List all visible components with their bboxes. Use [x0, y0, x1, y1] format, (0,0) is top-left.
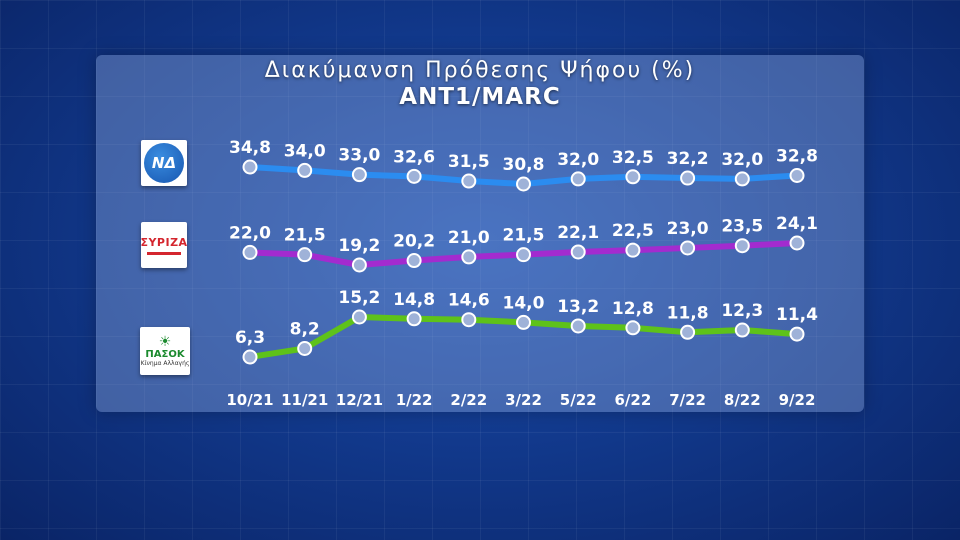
nd-point: [461, 173, 477, 189]
nd-point: [516, 176, 531, 192]
pasok-value-label: 11,8: [667, 303, 709, 323]
nd-point: [625, 169, 641, 185]
nd-value-label: 32,0: [721, 150, 763, 170]
syriza-value-label: 20,2: [393, 232, 435, 252]
syriza-value-label: 22,0: [229, 223, 271, 243]
syriza-point: [242, 244, 258, 260]
nd-value-label: 32,0: [557, 150, 599, 170]
nd-point: [570, 171, 586, 187]
x-tick-label: 8/22: [724, 391, 761, 409]
syriza-logo-bar: [147, 251, 181, 255]
syriza-value-label: 21,5: [284, 226, 326, 246]
x-tick-label: 5/22: [560, 391, 597, 409]
pasok-value-label: 12,3: [721, 301, 763, 321]
nd-point: [351, 167, 367, 183]
pasok-value-label: 14,8: [393, 290, 435, 310]
syriza-point: [351, 257, 367, 273]
nd-value-label: 33,0: [338, 146, 380, 166]
nd-value-label: 30,8: [503, 155, 545, 175]
nd-value-label: 32,2: [667, 149, 709, 169]
nd-value-label: 34,0: [284, 141, 326, 161]
pasok-point: [242, 349, 258, 365]
pasok-sun-icon: ☀: [158, 333, 172, 350]
syriza-point: [461, 249, 477, 265]
syriza-value-label: 23,0: [667, 219, 709, 239]
pasok-value-label: 12,8: [612, 299, 654, 319]
pasok-value-label: 6,3: [235, 328, 265, 348]
syriza-point: [789, 235, 805, 251]
pasok-logo-text: ΠΑΣΟΚ: [145, 348, 185, 360]
pasok-value-label: 11,4: [776, 305, 818, 325]
x-tick-label: 6/22: [615, 391, 652, 409]
x-tick-label: 7/22: [669, 391, 706, 409]
syriza-value-label: 22,1: [557, 223, 599, 243]
x-tick-label: 10/21: [226, 391, 273, 409]
syriza-value-label: 23,5: [721, 217, 763, 237]
pasok-point: [625, 320, 641, 336]
nd-point: [734, 171, 750, 187]
nd-logo: ΝΔ: [141, 140, 187, 186]
pasok-logo: ☀ ΠΑΣΟΚ Κίνημα Αλλαγής: [140, 327, 190, 375]
chart-title: Διακύμανση Πρόθεσης Ψήφου (%): [264, 58, 696, 83]
syriza-point: [516, 247, 531, 263]
nd-value-label: 32,5: [612, 148, 654, 168]
syriza-point: [406, 253, 422, 269]
syriza-value-label: 22,5: [612, 221, 654, 241]
pasok-point: [789, 326, 805, 342]
pasok-value-label: 14,6: [448, 291, 490, 311]
syriza-point: [297, 247, 313, 263]
pasok-value-label: 8,2: [290, 319, 320, 339]
syriza-logo: ΣΥΡΙΖΑ: [140, 222, 188, 268]
pasok-value-label: 15,2: [338, 288, 380, 308]
syriza-value-label: 24,1: [776, 214, 818, 234]
pasok-logo-subtext: Κίνημα Αλλαγής: [140, 359, 190, 367]
pasok-point: [351, 309, 367, 325]
pasok-point: [297, 340, 313, 356]
nd-point: [789, 168, 805, 183]
syriza-value-label: 21,0: [448, 228, 490, 248]
syriza-point: [625, 242, 641, 258]
nd-point: [297, 162, 313, 178]
pasok-point: [406, 311, 422, 327]
nd-value-label: 31,5: [448, 152, 490, 172]
nd-point: [242, 159, 258, 175]
x-tick-label: 9/22: [779, 391, 816, 409]
chart-subtitle: ANT1/MARC: [399, 84, 561, 110]
pasok-point: [734, 322, 750, 338]
x-tick-label: 12/21: [336, 391, 383, 409]
x-tick-label: 11/21: [281, 391, 328, 409]
pasok-point: [516, 314, 531, 330]
nd-point: [406, 168, 422, 184]
syriza-value-label: 21,5: [503, 226, 545, 246]
syriza-point: [680, 240, 696, 256]
chart-panel: [96, 55, 864, 412]
syriza-point: [570, 244, 586, 260]
syriza-point: [734, 238, 750, 254]
pasok-point: [680, 324, 696, 340]
x-tick-label: 2/22: [450, 391, 487, 409]
x-tick-label: 3/22: [505, 391, 542, 409]
pasok-value-label: 14,0: [503, 293, 545, 313]
x-tick-label: 1/22: [396, 391, 433, 409]
pasok-point: [461, 312, 477, 328]
syriza-value-label: 19,2: [338, 236, 380, 256]
pasok-point: [570, 318, 586, 334]
nd-value-label: 34,8: [229, 138, 271, 158]
nd-value-label: 32,8: [776, 147, 818, 167]
nd-point: [680, 170, 696, 186]
nd-value-label: 32,6: [393, 147, 435, 167]
pasok-value-label: 13,2: [557, 297, 599, 317]
syriza-logo-text: ΣΥΡΙΖΑ: [140, 235, 188, 249]
nd-logo-text: ΝΔ: [144, 143, 184, 183]
